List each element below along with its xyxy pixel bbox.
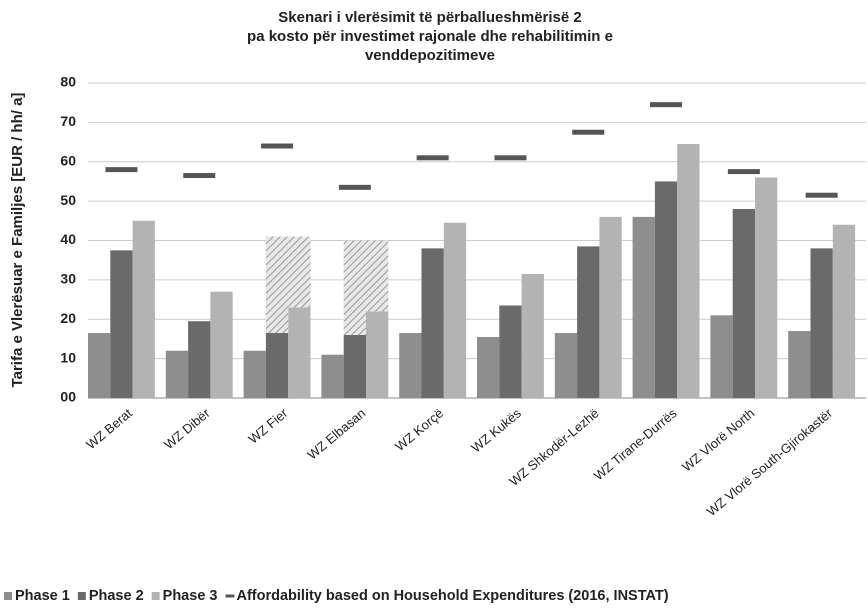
- bar: [288, 307, 311, 398]
- bar: [243, 350, 266, 398]
- x-tick-label: WZ Berat: [83, 405, 135, 452]
- bar: [499, 305, 522, 398]
- chart-title: venddepozitimeve: [365, 47, 495, 64]
- affordability-marker: [105, 167, 138, 173]
- bar: [210, 291, 233, 398]
- legend-label: Phase 3: [163, 588, 218, 604]
- legend-marker: [4, 592, 12, 600]
- bar: [343, 335, 367, 398]
- bar: [132, 220, 155, 398]
- y-tick-label: 50: [60, 192, 76, 208]
- y-tick-label: 20: [60, 310, 76, 326]
- affordability-marker: [261, 143, 294, 149]
- bar: [88, 333, 111, 398]
- y-tick-label: 80: [60, 74, 76, 90]
- bar: [265, 333, 289, 398]
- y-tick-label: 60: [60, 152, 76, 168]
- x-tick-label: WZ Vlorë South-Gjirokastër: [704, 405, 836, 519]
- bar: [110, 250, 133, 398]
- bar: [599, 216, 622, 398]
- bar: [632, 216, 655, 398]
- chart-title: Skenari i vlerësimit të përballueshmëris…: [278, 9, 582, 26]
- hatched-segment: [343, 240, 367, 335]
- affordability-marker: [183, 173, 216, 179]
- bar: [710, 315, 733, 398]
- legend-marker: [77, 592, 86, 600]
- bar: [366, 311, 389, 398]
- bar: [321, 354, 344, 398]
- affordability-marker: [650, 102, 683, 108]
- bar: [810, 248, 833, 398]
- x-tick-label: WZ Kukës: [468, 405, 524, 455]
- affordability-marker: [727, 169, 760, 175]
- bar: [788, 331, 811, 398]
- y-tick-label: 10: [60, 349, 76, 365]
- bar: [577, 246, 600, 398]
- bar: [732, 209, 756, 398]
- bar: [755, 177, 778, 398]
- affordability-marker: [338, 184, 371, 190]
- affordability-marker: [494, 155, 527, 161]
- hatched-segment: [265, 236, 289, 334]
- bar: [677, 144, 700, 398]
- y-axis-label: Tarifa e Vlerësuar e Familjes [EUR / hh/…: [9, 93, 26, 388]
- affordability-marker: [805, 192, 838, 198]
- bar: [832, 224, 856, 398]
- legend-label: Phase 1: [15, 588, 70, 604]
- bar: [421, 248, 444, 398]
- x-tick-label: WZ Dibër: [161, 405, 213, 452]
- legend-label: Phase 2: [89, 588, 144, 604]
- affordability-marker: [416, 155, 449, 161]
- legend-marker: [225, 594, 235, 598]
- y-tick-label: 30: [60, 271, 76, 287]
- y-tick-label: 00: [60, 389, 76, 405]
- x-tick-label: WZ Elbasan: [304, 405, 368, 462]
- legend-marker: [151, 592, 160, 600]
- chart-title: pa kosto për investimet rajonale dhe reh…: [247, 28, 613, 45]
- bar: [654, 181, 678, 398]
- bar: [554, 333, 578, 398]
- x-tick-label: WZ Korçë: [392, 405, 446, 454]
- hatched-segment: [288, 236, 311, 308]
- bar: [477, 336, 500, 398]
- bar: [188, 321, 211, 398]
- y-tick-label: 70: [60, 113, 76, 129]
- bar: [521, 273, 544, 398]
- y-tick-label: 40: [60, 231, 76, 247]
- x-tick-label: WZ Tirane-Durrës: [591, 405, 680, 483]
- bar: [165, 350, 189, 398]
- hatched-segment: [366, 240, 389, 312]
- x-tick-label: WZ Fier: [245, 405, 291, 447]
- legend-label: Affordability based on Household Expendi…: [236, 588, 668, 604]
- bar: [399, 333, 422, 398]
- x-tick-label: WZ Vlorë North: [679, 405, 757, 474]
- affordability-marker: [572, 129, 605, 135]
- bar: [443, 222, 467, 398]
